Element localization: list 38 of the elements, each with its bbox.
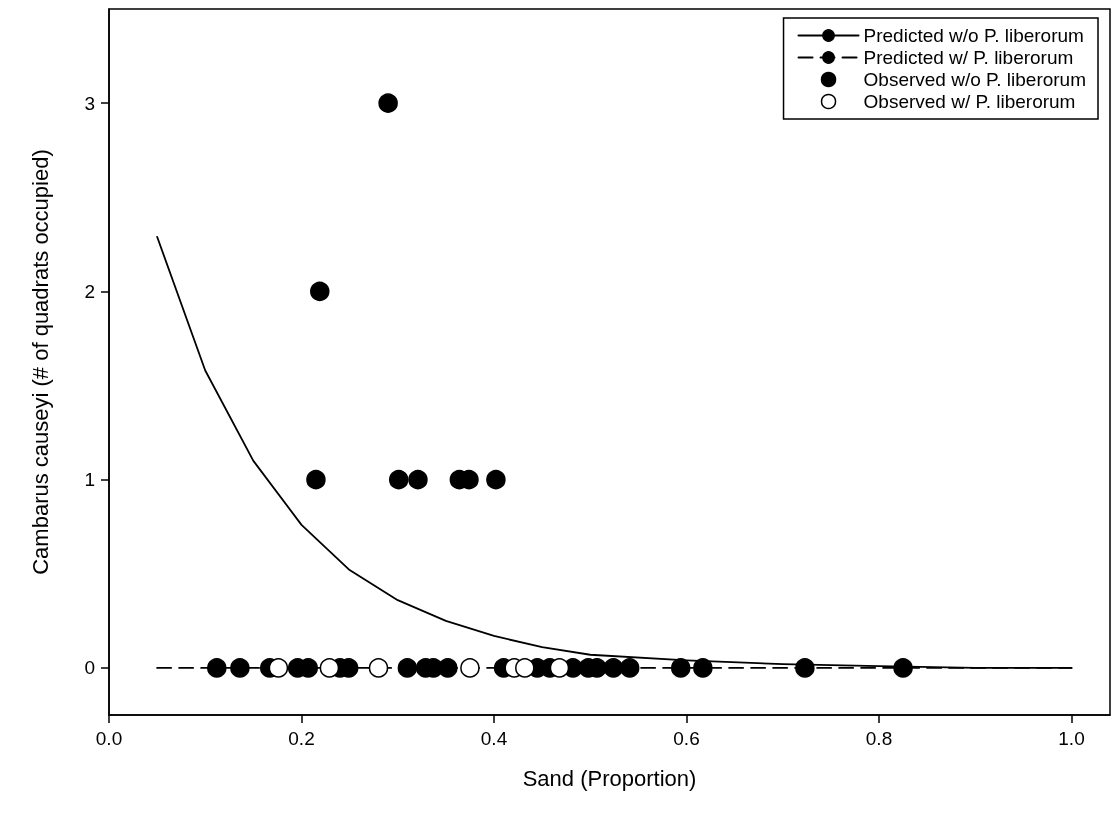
point [306, 469, 326, 490]
point [319, 658, 340, 678]
point [207, 658, 227, 678]
point [893, 658, 913, 678]
legend-label: Observed w/ P. liberorum [863, 91, 1076, 112]
legend-label: Predicted w/o P. liberorum [863, 25, 1084, 46]
point [268, 658, 289, 678]
x-tick-label: 0.4 [480, 728, 508, 749]
point [230, 658, 250, 678]
x-axis-title: Sand (Proportion) [522, 765, 697, 791]
point [603, 658, 624, 678]
point [549, 658, 570, 678]
point [310, 281, 330, 302]
legend-label: Predicted w/ P. liberorum [863, 47, 1074, 68]
y-tick-label: 3 [84, 92, 95, 114]
point [486, 469, 506, 490]
point [460, 658, 480, 678]
legend-label: Observed w/o P. liberorum [863, 69, 1087, 90]
y-tick-label: 2 [84, 280, 95, 302]
y-axis-title: Cambarus causeyi (# of quadrats occupied) [27, 149, 53, 575]
point [397, 658, 418, 678]
point [670, 658, 691, 678]
y-tick-label: 0 [84, 657, 95, 679]
x-tick-label: 0.0 [95, 728, 123, 749]
y-tick-label: 1 [84, 469, 95, 491]
x-tick-label: 0.2 [288, 728, 315, 749]
x-tick-label: 0.6 [673, 728, 700, 749]
point [438, 658, 458, 678]
point [408, 469, 428, 490]
x-tick-label: 0.8 [865, 728, 893, 749]
x-tick-label: 1.0 [1058, 728, 1085, 749]
point [368, 658, 389, 678]
point [619, 658, 640, 678]
point [388, 469, 409, 490]
point [515, 658, 535, 678]
point [693, 658, 713, 678]
point [378, 93, 398, 113]
point [795, 658, 815, 678]
